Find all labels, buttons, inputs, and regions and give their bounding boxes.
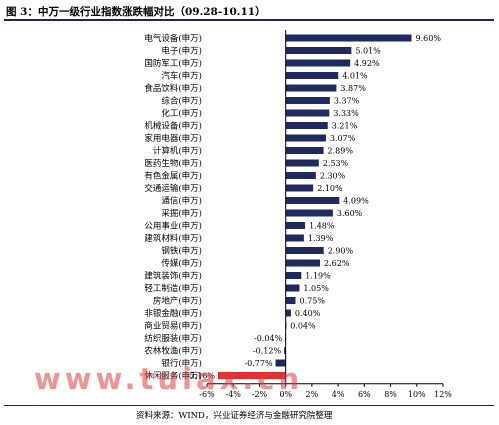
category-label: 农林牧渔(申万) [144, 346, 202, 357]
category-label: 国防军工(申万) [144, 58, 202, 69]
bar [285, 159, 319, 167]
bar [285, 309, 291, 317]
data-label: 3.37% [334, 97, 360, 106]
data-label: 3.21% [332, 122, 358, 131]
category-label: 食品饮料(申万) [144, 83, 202, 94]
source-note: 资料来源：WIND，兴业证券经济与金融研究院整理 [136, 411, 333, 421]
bar [285, 222, 306, 229]
bar [285, 234, 304, 242]
data-label: 2.10% [317, 184, 343, 193]
category-label: 电气设备(申万) [144, 33, 202, 44]
bar [285, 247, 324, 254]
figure-title: 图 3：中万一级行业指数涨跌幅对比（09.28-10.11） [6, 6, 266, 18]
bar [285, 109, 330, 117]
bar [285, 134, 326, 142]
x-tick-label: 12% [434, 390, 452, 399]
data-label: 0.04% [290, 322, 316, 331]
data-label: 3.60% [337, 209, 363, 218]
bar [285, 84, 337, 92]
data-label: 2.90% [328, 247, 354, 256]
category-label: 综合(申万) [161, 96, 202, 107]
x-tick-label: -6% [199, 390, 215, 399]
category-label: 医药生物(申万) [144, 158, 202, 169]
data-label: 9.60% [416, 34, 442, 43]
x-tick-label: 4% [332, 390, 345, 399]
category-label: 通信(申万) [161, 196, 202, 207]
bar [218, 372, 286, 379]
data-label: 2.53% [323, 159, 349, 168]
data-label: 4.92% [354, 59, 380, 68]
data-label: 1.05% [303, 284, 329, 293]
x-tick-label: 8% [384, 390, 397, 399]
category-label: 建筑材料(申万) [144, 233, 202, 244]
category-label: 交通运输(申万) [144, 183, 202, 194]
data-label: 1.48% [309, 222, 335, 231]
data-label: -0.12% [253, 347, 282, 356]
category-label: 非银金融(申万) [144, 308, 202, 319]
category-label: 采掘(申万) [161, 208, 202, 219]
category-label: 化工(申万) [161, 108, 202, 119]
bar [285, 209, 333, 217]
x-tick-label: 6% [358, 390, 371, 399]
bar [285, 59, 351, 67]
bar [285, 34, 412, 42]
data-label: -5.16% [187, 372, 216, 381]
data-label: 1.19% [305, 272, 331, 281]
bar [285, 259, 321, 267]
bar [285, 122, 328, 129]
data-label: 0.40% [295, 309, 321, 318]
bar [285, 47, 352, 54]
bar [285, 297, 296, 304]
title-rule [4, 19, 494, 21]
bottom-rule [4, 405, 494, 406]
x-tick-label: 2% [306, 390, 319, 399]
bar [285, 147, 324, 154]
bar [275, 359, 286, 367]
category-label: 休闲服务(申万) [144, 371, 202, 382]
bar [285, 272, 302, 279]
category-label: 有色金属(申万) [144, 171, 202, 182]
data-label: 4.09% [343, 197, 369, 206]
data-label: 2.89% [328, 147, 354, 156]
category-label: 轻工制造(申万) [144, 283, 202, 294]
data-label: 0.75% [300, 297, 326, 306]
data-label: -0.04% [254, 334, 283, 343]
x-tick-label: -4% [226, 390, 242, 399]
x-tick-label: 10% [408, 390, 426, 399]
category-label: 银行(申万) [161, 358, 202, 369]
data-label: 4.01% [342, 72, 368, 81]
category-label: 钢铁(申万) [161, 246, 202, 257]
category-label: 房地产(申万) [153, 296, 202, 307]
category-label: 计算机(申万) [153, 146, 202, 157]
data-label: 3.87% [340, 84, 366, 93]
data-label: 2.30% [320, 172, 346, 181]
category-label: 汽车(申万) [161, 71, 202, 82]
category-label: 公用事业(申万) [144, 221, 202, 232]
category-label: 机械设备(申万) [144, 121, 202, 132]
figure-title-bar: 图 3：中万一级行业指数涨跌幅对比（09.28-10.11） [0, 0, 499, 21]
bar [285, 72, 339, 79]
data-label: 3.33% [333, 109, 359, 118]
data-label: 1.39% [308, 234, 334, 243]
data-label: 3.07% [330, 134, 356, 143]
x-tick-label: -2% [252, 390, 268, 399]
category-label: 传媒(申万) [161, 258, 202, 269]
bar [285, 284, 300, 292]
watermark-text: www.tuiax.cn [34, 362, 304, 396]
bar [285, 184, 314, 192]
data-label: -0.77% [244, 359, 273, 368]
x-tick-label: 0% [279, 390, 292, 399]
category-label: 商业贸易(申万) [144, 321, 202, 332]
data-label: 2.62% [324, 259, 350, 268]
bar [284, 347, 286, 354]
category-label: 电子(申万) [161, 46, 202, 57]
bar [285, 172, 316, 179]
category-label: 建筑装饰(申万) [144, 271, 202, 282]
bar [285, 197, 340, 204]
category-label: 家用电器(申万) [144, 133, 202, 144]
data-label: 5.01% [355, 47, 381, 56]
category-label: 纺织服装(申万) [144, 333, 202, 344]
bar [285, 97, 330, 104]
